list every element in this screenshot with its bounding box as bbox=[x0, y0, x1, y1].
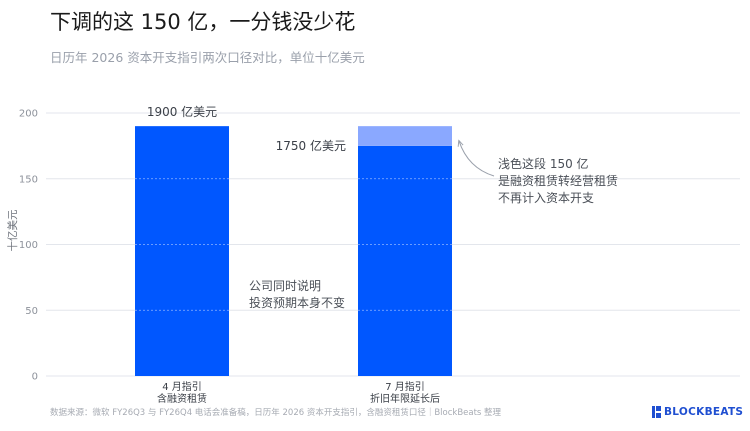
x-category-label: 4 月指引 bbox=[162, 380, 202, 393]
annotation-middle-note: 公司同时说明 bbox=[249, 278, 321, 293]
annotation-light-segment-note: 浅色这段 150 亿 bbox=[498, 156, 589, 171]
annotation-light-segment-note: 是融资租赁转经营租赁 bbox=[498, 173, 618, 188]
data-label-april: 1900 亿美元 bbox=[147, 104, 217, 119]
annotation-arrow bbox=[459, 141, 495, 177]
y-tick-label: 150 bbox=[19, 174, 38, 185]
blockbeats-logo: BLOCKBEATS bbox=[652, 405, 743, 419]
data-label-july: 1750 亿美元 bbox=[276, 138, 346, 153]
y-tick-label: 200 bbox=[19, 109, 38, 120]
x-category-label: 折旧年限延长后 bbox=[370, 392, 440, 405]
chart-subtitle: 日历年 2026 资本开支指引两次口径对比，单位十亿美元 bbox=[50, 50, 365, 65]
y-tick-label: 50 bbox=[25, 306, 38, 317]
y-axis-title: 十亿美元 bbox=[6, 209, 19, 251]
source-note: 数据来源：微软 FY26Q3 与 FY26Q4 电话会准备稿，日历年 2026 … bbox=[50, 408, 502, 418]
y-tick-label: 100 bbox=[19, 240, 38, 251]
y-tick-label: 0 bbox=[32, 372, 38, 383]
annotation-middle-note: 投资预期本身不变 bbox=[249, 295, 345, 310]
blockbeats-logo-icon bbox=[652, 406, 662, 418]
annotation-light-segment-note: 不再计入资本开支 bbox=[498, 191, 594, 205]
bar-segment bbox=[135, 126, 229, 377]
x-category-label: 7 月指引 bbox=[385, 380, 425, 393]
chart-title: 下调的这 150 亿，一分钱没少花 bbox=[50, 10, 356, 34]
blockbeats-logo-text: BLOCKBEATS bbox=[664, 406, 744, 418]
bar-segment-light bbox=[358, 126, 452, 146]
bar-segment bbox=[358, 145, 452, 376]
x-category-label: 含融资租赁 bbox=[157, 392, 207, 405]
